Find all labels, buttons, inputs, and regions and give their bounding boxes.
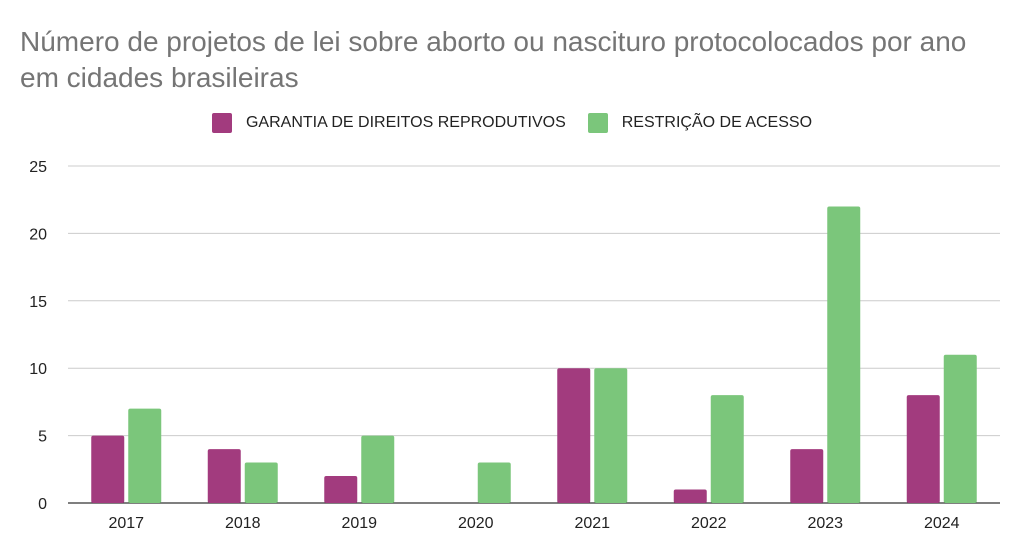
legend-label-restricao: RESTRIÇÃO DE ACESSO <box>621 114 813 131</box>
x-axis: 2017 2018 2019 2020 2021 2022 2023 2024 <box>108 515 959 532</box>
y-tick-label: 15 <box>29 294 47 311</box>
bars <box>91 206 977 503</box>
chart-legend: GARANTIA DE DIREITOS REPRODUTIVOS RESTRI… <box>0 113 1024 133</box>
bar-restricao-2023 <box>827 206 861 503</box>
x-tick-label: 2021 <box>574 515 610 532</box>
x-tick-label: 2020 <box>458 515 494 532</box>
y-tick-label: 25 <box>29 159 47 176</box>
bar-garantia-2018 <box>207 449 241 503</box>
x-tick-label: 2022 <box>691 515 727 532</box>
bar-restricao-2018 <box>244 462 278 503</box>
bar-garantia-2023 <box>790 449 824 503</box>
y-tick-label: 10 <box>29 361 47 378</box>
bar-restricao-2017 <box>128 408 162 503</box>
legend-swatch-garantia <box>211 113 232 133</box>
x-tick-label: 2019 <box>341 515 377 532</box>
bar-restricao-2020 <box>477 462 511 503</box>
legend-swatch-restricao <box>587 113 608 133</box>
x-tick-label: 2017 <box>108 515 144 532</box>
x-tick-label: 2024 <box>924 515 960 532</box>
bar-garantia-2019 <box>324 476 358 503</box>
legend-item-garantia: GARANTIA DE DIREITOS REPRODUTIVOS <box>211 113 566 133</box>
y-tick-label: 20 <box>29 226 47 243</box>
chart-title: Número de projetos de lei sobre aborto o… <box>20 26 967 93</box>
bar-garantia-2024 <box>906 395 940 503</box>
y-axis: 0 5 10 15 20 25 <box>29 159 47 513</box>
bar-restricao-2019 <box>361 435 395 503</box>
x-tick-label: 2023 <box>807 515 843 532</box>
legend-label-garantia: GARANTIA DE DIREITOS REPRODUTIVOS <box>245 114 566 131</box>
bar-restricao-2021 <box>594 368 628 503</box>
y-tick-label: 5 <box>38 429 47 446</box>
bar-garantia-2022 <box>673 489 707 503</box>
bar-garantia-2021 <box>557 368 591 503</box>
bar-restricao-2024 <box>943 354 977 503</box>
y-tick-label: 0 <box>38 496 47 513</box>
bar-garantia-2017 <box>91 435 125 503</box>
x-tick-label: 2018 <box>225 515 261 532</box>
legend-item-restricao: RESTRIÇÃO DE ACESSO <box>587 113 813 133</box>
bar-restricao-2022 <box>710 395 744 503</box>
